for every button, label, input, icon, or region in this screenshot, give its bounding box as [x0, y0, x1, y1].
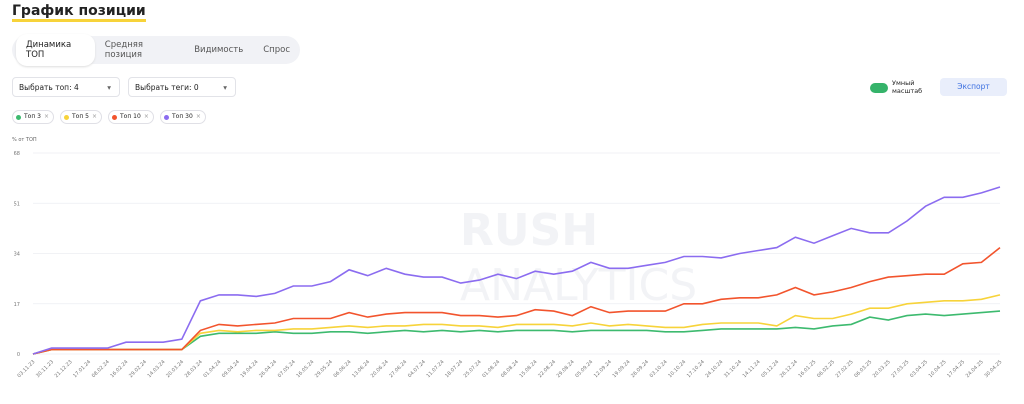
legend-swatch	[164, 114, 169, 120]
x-tick-label: 22.08.24	[537, 359, 557, 379]
legend-label: Топ 5	[72, 113, 89, 120]
page-title: График позиции	[12, 4, 146, 22]
tab[interactable]: Видимость	[194, 45, 244, 55]
y-tick-label: 68	[14, 151, 20, 157]
x-tick-label: 13.06.24	[351, 359, 371, 379]
x-tick-label: 27.02.25	[835, 359, 855, 379]
x-tick-label: 16.01.25	[797, 359, 817, 379]
toggle[interactable]	[870, 83, 888, 93]
x-tick-label: 16.05.24	[295, 359, 315, 379]
legend-swatch	[64, 114, 69, 120]
toggle-label: Умный масштаб	[892, 79, 923, 95]
x-tick-label: 19.09.24	[612, 359, 632, 379]
tab[interactable]: Динамика ТОП	[16, 34, 95, 66]
x-tick-label: 11.07.24	[426, 359, 446, 379]
legend-chip[interactable]: Топ 3 ×	[12, 110, 55, 124]
remove-icon[interactable]: ×	[195, 113, 201, 120]
series-line	[32, 246, 1001, 355]
x-tick-label: 08.02.24	[91, 359, 111, 379]
x-tick-label: 26.09.24	[630, 359, 650, 379]
x-tick-label: 18.07.24	[444, 359, 464, 379]
x-tick-label: 06.06.24	[333, 359, 353, 379]
legend-chip[interactable]: Топ 30 ×	[160, 110, 206, 124]
x-tick-label: 03.10.24	[649, 359, 669, 379]
remove-icon[interactable]: ×	[43, 113, 50, 120]
x-tick-label: 31.10.24	[723, 359, 743, 379]
series-line	[32, 294, 1001, 355]
y-tick-label: 17	[14, 302, 20, 308]
x-tick-label: 26.04.24	[258, 359, 278, 379]
x-tick-label: 10.10.24	[667, 359, 687, 379]
export-button[interactable]: Экспорт	[940, 78, 1007, 96]
x-tick-label: 16.02.24	[109, 359, 129, 379]
x-tick-label: 25.07.24	[463, 359, 483, 379]
x-tick-label: 20.06.24	[370, 359, 390, 379]
x-tick-label: 05.09.24	[574, 359, 594, 379]
x-tick-label: 20.03.25	[872, 359, 892, 379]
series-line	[32, 310, 1001, 355]
x-tick-label: 21.12.23	[54, 359, 74, 379]
x-tick-label: 03.11.23	[16, 359, 36, 379]
x-tick-label: 27.06.24	[388, 359, 408, 379]
x-tick-label: 27.03.25	[890, 359, 910, 379]
legend-chip[interactable]: Топ 5 ×	[60, 110, 103, 124]
x-tick-label: 07.05.24	[277, 359, 297, 379]
x-tick-label: 10.04.25	[928, 359, 948, 379]
x-tick-label: 14.11.24	[742, 359, 762, 379]
legend-chip[interactable]: Топ 10 ×	[108, 110, 154, 124]
x-tick-label: 24.10.24	[704, 359, 724, 379]
legend-label: Топ 30	[172, 113, 193, 120]
y-axis-label: % от ТОП	[12, 137, 37, 143]
x-tick-label: 17.01.24	[72, 359, 92, 379]
x-tick-label: 28.03.24	[184, 359, 204, 379]
legend-swatch	[112, 114, 117, 120]
x-tick-label: 29.08.24	[556, 359, 576, 379]
x-tick-label: 24.04.25	[965, 359, 985, 379]
x-tick-label: 29.05.24	[314, 359, 334, 379]
legend-label: Топ 10	[120, 113, 141, 120]
x-tick-label: 05.12.24	[760, 359, 780, 379]
x-tick-label: 08.08.24	[500, 359, 520, 379]
remove-icon[interactable]: ×	[91, 113, 98, 120]
x-tick-label: 14.03.24	[147, 359, 167, 379]
x-tick-label: 03.04.25	[909, 359, 929, 379]
dropdown[interactable]: Выбрать теги: 0	[128, 77, 236, 98]
series-line	[32, 186, 1001, 355]
x-tick-label: 17.04.25	[946, 359, 966, 379]
x-tick-label: 01.04.24	[202, 359, 222, 379]
remove-icon[interactable]: ×	[143, 113, 149, 120]
tab[interactable]: Средняя позиция	[104, 40, 144, 60]
x-tick-label: 30.04.25	[983, 359, 1003, 379]
x-tick-label: 17.10.24	[686, 359, 706, 379]
legend-swatch	[16, 114, 21, 120]
x-tick-label: 29.02.24	[128, 359, 148, 379]
tab[interactable]: Спрос	[263, 45, 290, 55]
x-tick-label: 19.04.24	[240, 359, 260, 379]
tab-bar: Динамика ТОП Средняя позиция Видимость С…	[12, 34, 300, 66]
dropdown[interactable]: Выбрать топ: 4	[12, 77, 120, 98]
x-tick-label: 12.09.24	[593, 359, 613, 379]
x-tick-label: 30.11.23	[35, 359, 55, 379]
x-tick-label: 06.02.25	[816, 359, 836, 379]
legend-label: Топ 3	[24, 113, 41, 120]
y-tick-label: 51	[14, 201, 20, 207]
x-tick-label: 01.08.24	[481, 359, 501, 379]
y-tick-label: 34	[14, 252, 20, 258]
x-tick-label: 26.12.24	[779, 359, 799, 379]
x-tick-label: 15.08.24	[519, 359, 539, 379]
x-tick-label: 09.04.24	[221, 359, 241, 379]
x-tick-label: 20.03.24	[165, 359, 185, 379]
x-tick-label: 04.07.24	[407, 359, 427, 379]
y-tick-label: 0	[17, 352, 20, 358]
x-tick-label: 06.03.25	[853, 359, 873, 379]
watermark: RUSH	[460, 205, 598, 256]
